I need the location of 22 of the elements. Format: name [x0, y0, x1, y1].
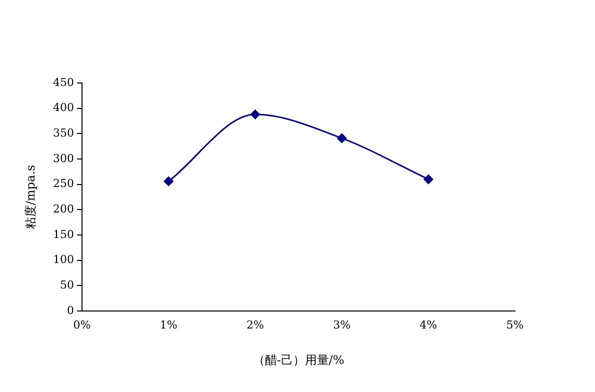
x-axis-title: （醋-己）用量/%	[252, 352, 344, 367]
y-tick-label: 0	[67, 304, 74, 317]
y-tick-label: 450	[53, 76, 74, 89]
x-tick-label: 0%	[73, 318, 91, 332]
x-tick-label: 1%	[160, 318, 178, 332]
point	[424, 174, 434, 184]
y-axis-title: 粘度/mpa.s	[23, 164, 38, 230]
point	[164, 176, 174, 186]
y-tick-label: 200	[53, 202, 74, 216]
point	[250, 110, 260, 120]
y-tick-label: 300	[53, 152, 74, 165]
x-tick-label: 3%	[333, 318, 351, 332]
x-tick-label: 2%	[246, 318, 264, 332]
y-tick-label: 50	[60, 278, 74, 292]
y-tick-label: 100	[53, 253, 74, 266]
y-tick-label: 400	[53, 101, 74, 114]
y-tick-label: 350	[53, 126, 74, 140]
y-tick-label: 150	[53, 228, 74, 241]
x-tick-label: 5%	[506, 318, 524, 332]
y-tick-label: 250	[53, 177, 74, 190]
point	[337, 133, 347, 143]
x-tick-label: 4%	[420, 318, 438, 332]
